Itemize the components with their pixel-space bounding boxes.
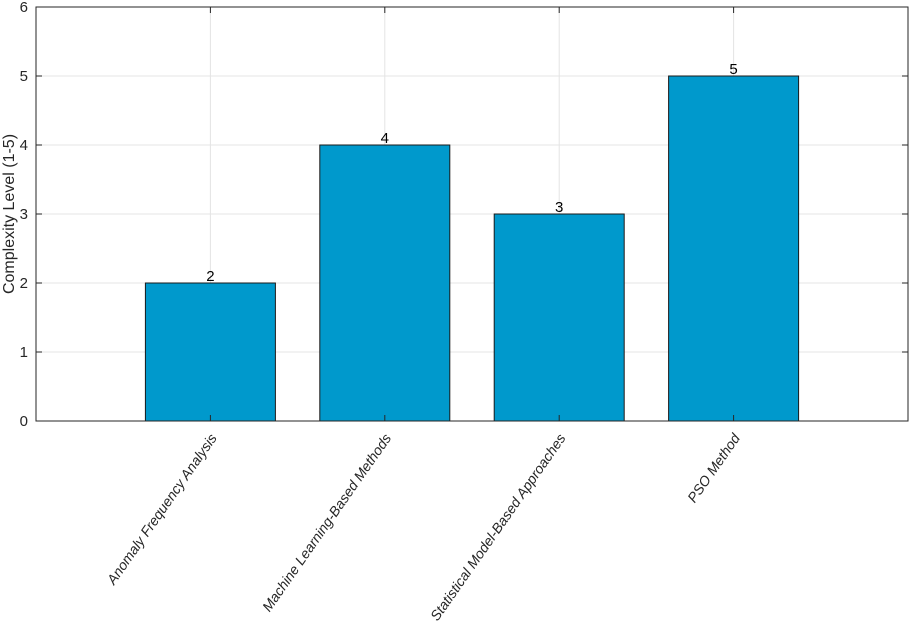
- y-tick-label-0: 0: [20, 413, 28, 430]
- bar-3: [493, 213, 625, 422]
- bar-2: [319, 144, 451, 422]
- x-category-label-4: PSO Method: [684, 430, 744, 506]
- x-category-label-2: Machine Learning-Based Methods: [259, 431, 394, 615]
- bars: [144, 75, 800, 422]
- y-axis-ticks: 0 1 2 3 4 5 6: [20, 0, 908, 430]
- bar-4: [668, 75, 800, 422]
- data-label-4: 5: [729, 61, 737, 78]
- x-category-label-3: Statistical Model-Based Approaches: [427, 431, 569, 624]
- y-tick-label-6: 6: [20, 0, 28, 16]
- data-label-2: 4: [381, 130, 389, 147]
- data-labels: 2 4 3 5: [206, 61, 738, 285]
- y-tick-label-1: 1: [20, 344, 28, 361]
- x-category-label-1: Anomaly Frequency Analysis: [103, 431, 220, 588]
- data-label-3: 3: [555, 199, 563, 216]
- y-tick-label-5: 5: [20, 68, 28, 85]
- y-tick-label-2: 2: [20, 275, 28, 292]
- y-tick-label-3: 3: [20, 206, 28, 223]
- y-axis-label: Complexity Level (1-5): [1, 134, 18, 294]
- data-label-1: 2: [206, 268, 214, 285]
- y-tick-label-4: 4: [20, 137, 28, 154]
- bar-1: [144, 282, 276, 422]
